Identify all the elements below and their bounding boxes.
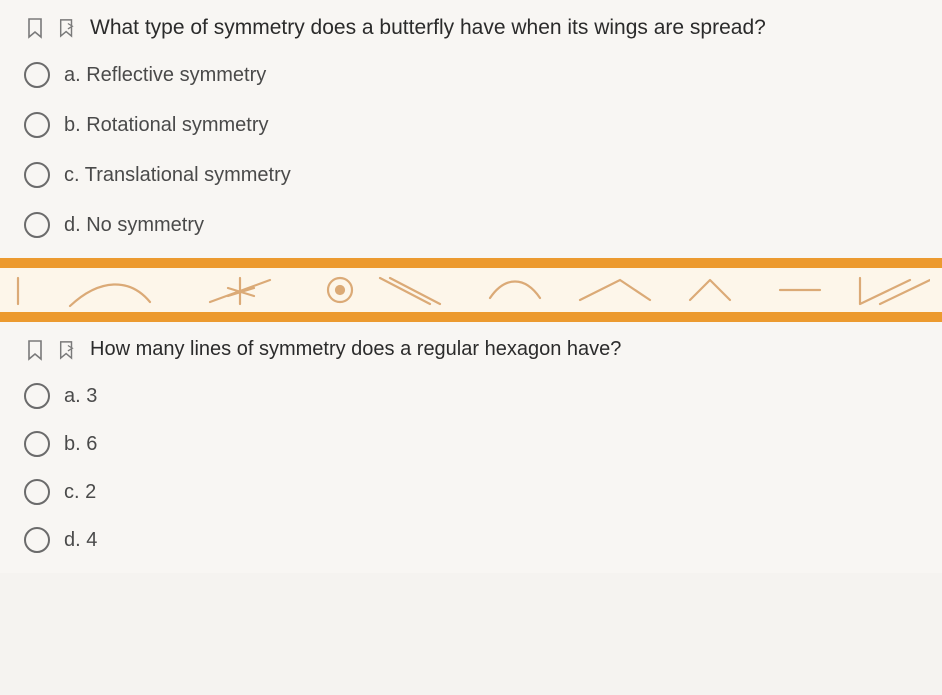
radio-icon[interactable] [24,383,50,409]
question-text: What type of symmetry does a butterfly h… [90,16,766,40]
option-c[interactable]: c. Translational symmetry [24,162,922,188]
radio-icon[interactable] [24,479,50,505]
option-label: d. 4 [64,529,97,552]
option-d[interactable]: d. 4 [24,527,922,553]
option-b[interactable]: b. Rotational symmetry [24,112,922,138]
option-d[interactable]: d. No symmetry [24,212,922,238]
radio-icon[interactable] [24,62,50,88]
bookmark-icon[interactable] [26,339,44,361]
flag-icon[interactable] [58,17,76,39]
radio-icon[interactable] [24,162,50,188]
question-header: What type of symmetry does a butterfly h… [20,10,922,54]
option-label: d. No symmetry [64,214,204,237]
band-stripe-top [0,258,942,268]
bookmark-icon[interactable] [26,17,44,39]
radio-icon[interactable] [24,527,50,553]
option-b[interactable]: b. 6 [24,431,922,457]
question-header: How many lines of symmetry does a regula… [20,332,922,375]
option-c[interactable]: c. 2 [24,479,922,505]
question-block-1: What type of symmetry does a butterfly h… [0,0,942,258]
radio-icon[interactable] [24,112,50,138]
question-text: How many lines of symmetry does a regula… [90,338,621,361]
options-list: a. Reflective symmetry b. Rotational sym… [20,54,922,238]
option-label: b. 6 [64,433,97,456]
question-block-2: How many lines of symmetry does a regula… [0,322,942,573]
radio-icon[interactable] [24,431,50,457]
flag-icon[interactable] [58,339,76,361]
option-a[interactable]: a. 3 [24,383,922,409]
option-label: a. 3 [64,385,97,408]
option-label: b. Rotational symmetry [64,114,269,137]
divider-band [0,258,942,322]
options-list: a. 3 b. 6 c. 2 d. 4 [20,375,922,553]
option-a[interactable]: a. Reflective symmetry [24,62,922,88]
option-label: a. Reflective symmetry [64,64,266,87]
radio-icon[interactable] [24,212,50,238]
band-stripe-bottom [0,312,942,322]
option-label: c. Translational symmetry [64,164,291,187]
band-stripe-mid [0,268,942,312]
option-label: c. 2 [64,481,96,504]
scribble-decoration [10,268,930,312]
